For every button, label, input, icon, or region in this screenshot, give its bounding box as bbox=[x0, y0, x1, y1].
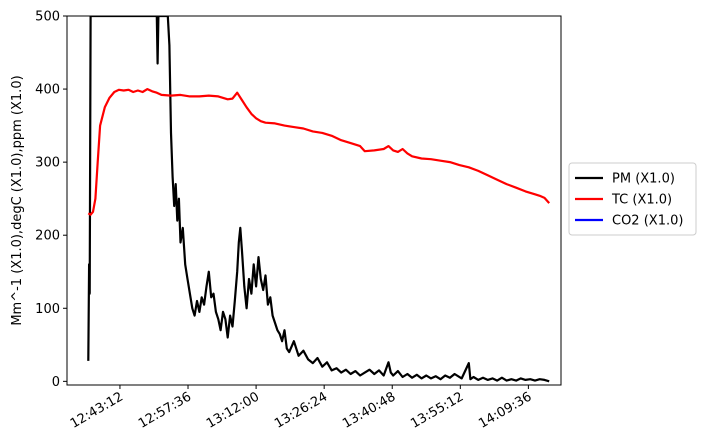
legend-box bbox=[568, 162, 697, 236]
y-tick-label-3: 300 bbox=[35, 156, 60, 171]
x-tick-label-3: 13:26:24 bbox=[272, 389, 330, 431]
x-tick-label-5: 13:55:12 bbox=[408, 389, 466, 431]
y-tick-label-2: 200 bbox=[35, 229, 60, 244]
axis-ticks: 0 100 200 300 400 500 12:43:12 12:57:36 13:12:00… bbox=[35, 10, 534, 432]
legend-label-0: PM (X1.0) bbox=[612, 172, 675, 187]
legend: PM (X1.0) TC (X1.0) CO2 (X1.0) bbox=[568, 162, 697, 236]
y-tick-label-4: 400 bbox=[35, 83, 60, 98]
x-tick-label-2: 13:12:00 bbox=[204, 389, 262, 431]
x-tick-label-4: 13:40:48 bbox=[340, 389, 398, 431]
plot-area bbox=[87, 16, 551, 383]
plot-frame bbox=[66, 15, 562, 386]
series-line-1 bbox=[87, 88, 551, 216]
series-line-0 bbox=[87, 16, 550, 383]
x-tick-label-1: 12:57:36 bbox=[136, 389, 194, 431]
y-axis-label: Mm^-1 (X1.0),degC (X1.0),ppm (X1.0) bbox=[10, 75, 25, 325]
y-tick-label-0: 0 bbox=[52, 375, 60, 390]
legend-label-2: CO2 (X1.0) bbox=[612, 214, 683, 229]
y-tick-label-1: 100 bbox=[35, 302, 60, 317]
x-tick-label-0: 12:43:12 bbox=[68, 389, 126, 431]
legend-label-1: TC (X1.0) bbox=[611, 193, 672, 208]
x-tick-label-6: 14:09:36 bbox=[476, 389, 534, 431]
y-tick-label-5: 500 bbox=[35, 10, 60, 25]
